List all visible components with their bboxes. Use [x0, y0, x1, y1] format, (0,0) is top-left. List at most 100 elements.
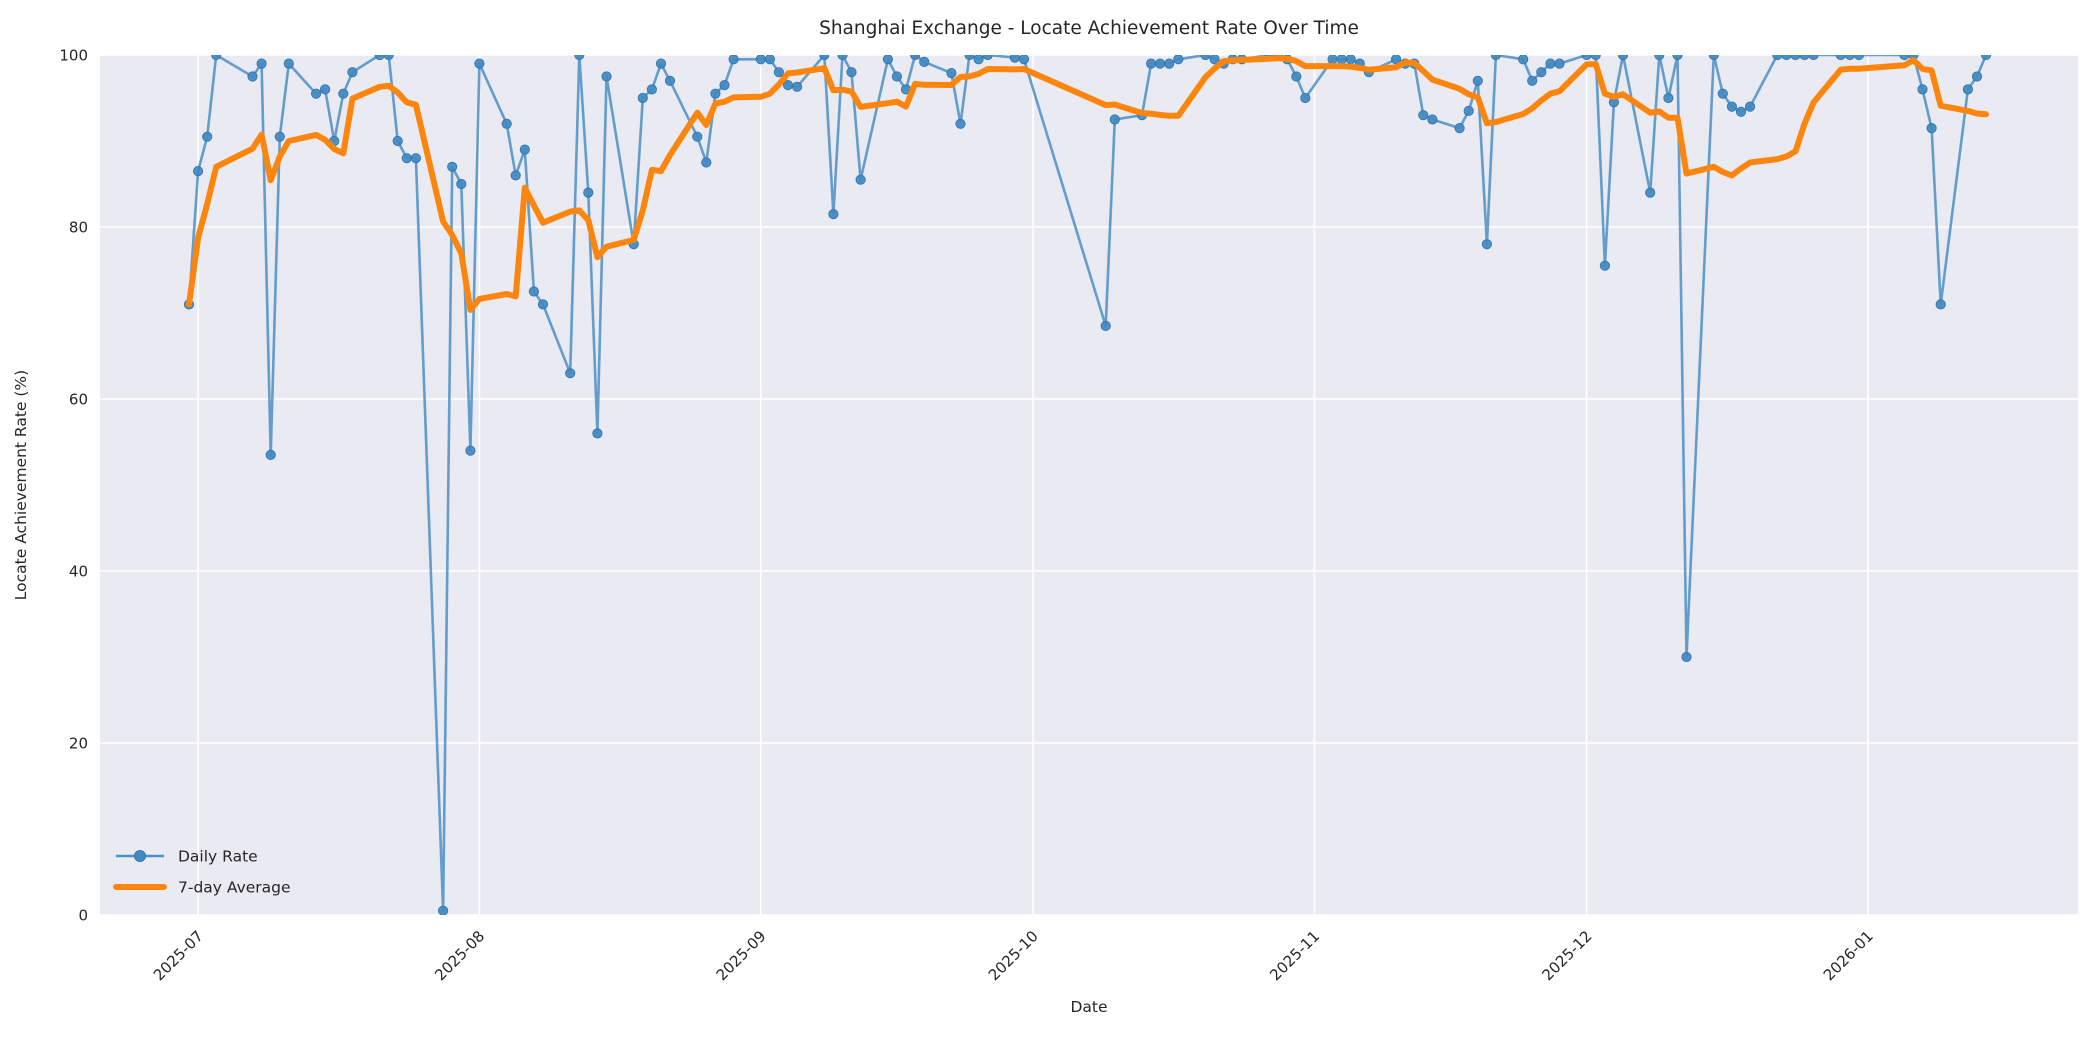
daily-rate-marker: [338, 88, 349, 99]
y-tick-label: 100: [59, 47, 88, 65]
daily-rate-marker: [1663, 92, 1674, 104]
daily-rate-marker: [692, 131, 703, 142]
daily-rate-marker: [256, 58, 267, 69]
x-tick-label: 2025-07: [150, 927, 207, 984]
daily-rate-marker: [1291, 71, 1302, 82]
daily-rate-marker: [519, 144, 530, 155]
daily-rate-marker: [1427, 114, 1438, 125]
daily-rate-marker: [1545, 58, 1556, 69]
daily-rate-marker: [837, 55, 848, 61]
daily-rate-marker: [528, 286, 540, 297]
daily-rate-marker: [646, 84, 658, 95]
y-tick-label: 80: [69, 219, 88, 237]
legend-label-seven-day-average: 7-day Average: [178, 879, 291, 897]
daily-rate-marker: [1581, 55, 1592, 61]
daily-rate-marker: [1209, 55, 1220, 65]
daily-rate-marker: [846, 67, 857, 78]
daily-rate-marker: [764, 55, 775, 65]
daily-rate-marker: [202, 131, 213, 142]
daily-rate-marker: [728, 55, 739, 65]
daily-rate-marker: [1935, 299, 1946, 310]
daily-rate-marker: [392, 135, 403, 147]
x-tick-label: 2025-09: [713, 927, 770, 984]
y-tick-label: 40: [69, 563, 88, 581]
daily-rate-marker: [456, 178, 467, 190]
daily-rate-marker: [1490, 55, 1501, 61]
daily-rate-marker: [637, 92, 648, 104]
daily-rate-marker: [1454, 123, 1465, 134]
daily-rate-marker: [1717, 88, 1728, 99]
daily-rate-marker: [510, 170, 521, 181]
seven-day-average-line: [186, 55, 1989, 313]
daily-rate-marker: [311, 88, 322, 99]
daily-rate-marker: [1536, 67, 1547, 78]
daily-rate-marker: [383, 55, 394, 61]
daily-rate-marker: [1146, 58, 1157, 69]
daily-rate-marker: [664, 75, 676, 86]
daily-rate-marker: [855, 174, 866, 185]
y-axis-label: Locate Achievement Rate (%): [12, 370, 30, 600]
daily-rate-marker: [1418, 110, 1429, 121]
daily-rate-marker: [347, 67, 358, 78]
x-tick-label: 2025-11: [1266, 927, 1323, 984]
daily-rate-marker: [1472, 75, 1483, 86]
daily-rate-marker: [1481, 239, 1493, 250]
daily-rate-marker: [755, 55, 766, 65]
daily-rate-marker: [655, 58, 667, 69]
daily-rate-marker: [320, 84, 331, 95]
daily-rate-marker: [773, 67, 785, 78]
daily-rate-marker: [946, 68, 957, 79]
daily-rate-marker: [438, 905, 449, 915]
daily-rate-marker: [1554, 58, 1565, 69]
daily-rate-marker: [1844, 55, 1855, 61]
daily-rate-marker: [1808, 55, 1819, 61]
daily-rate-marker: [274, 131, 285, 142]
daily-rate-marker: [501, 118, 512, 129]
daily-rate-marker: [973, 55, 984, 65]
y-tick-label: 20: [69, 735, 88, 753]
daily-rate-marker: [1336, 55, 1347, 65]
plot-area: [100, 55, 2078, 915]
daily-rate-marker: [1300, 92, 1311, 104]
daily-rate-marker: [1518, 55, 1529, 65]
daily-rate-swatch-marker: [134, 850, 146, 862]
daily-rate-marker: [447, 161, 458, 172]
daily-rate-marker: [1100, 320, 1111, 331]
daily-rate-marker: [193, 166, 204, 177]
daily-rate-marker: [401, 153, 412, 164]
daily-rate-marker: [374, 55, 385, 61]
daily-rate-marker: [1200, 55, 1211, 61]
daily-rate-marker: [1790, 55, 1801, 61]
daily-rate-markers: [183, 55, 1992, 915]
legend-item-seven-day-average: 7-day Average: [113, 879, 291, 897]
daily-rate-marker: [982, 55, 993, 61]
daily-rate-marker: [1835, 55, 1846, 61]
daily-rate-marker: [882, 55, 893, 65]
y-tick-label: 0: [78, 907, 88, 925]
daily-rate-marker: [710, 88, 721, 99]
y-axis-tick-labels: 0 20 40 60 80 100: [59, 47, 88, 925]
daily-rate-marker: [964, 55, 975, 61]
daily-rate-marker: [701, 157, 712, 168]
x-axis-label: Date: [1070, 998, 1107, 1016]
daily-rate-marker: [601, 71, 612, 82]
daily-rate-marker: [1654, 55, 1665, 61]
daily-rate-marker: [583, 187, 594, 198]
daily-rate-marker: [592, 428, 603, 439]
x-tick-label: 2025-12: [1538, 927, 1595, 984]
daily-rate-marker: [1164, 58, 1175, 69]
daily-rate-marker: [1155, 58, 1166, 69]
x-tick-label: 2025-10: [985, 927, 1042, 984]
daily-rate-marker: [1672, 55, 1683, 61]
x-tick-label: 2025-08: [431, 927, 488, 984]
daily-rate-marker: [283, 58, 294, 69]
chart-title: Shanghai Exchange - Locate Achievement R…: [819, 18, 1359, 39]
daily-rate-marker: [1853, 55, 1865, 61]
daily-rate-marker: [1617, 55, 1629, 61]
daily-rate-marker: [537, 299, 549, 310]
daily-rate-marker: [792, 81, 803, 92]
daily-rate-marker: [1799, 55, 1810, 61]
daily-rate-marker: [891, 71, 903, 82]
